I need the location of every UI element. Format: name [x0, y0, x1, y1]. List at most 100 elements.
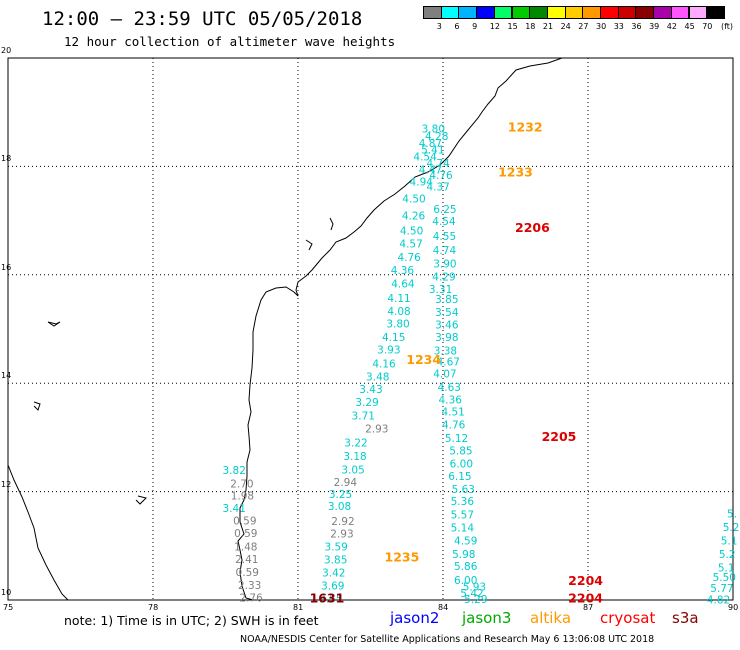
wave-height-label: 5.85: [449, 445, 472, 457]
wave-height-label: 3.80: [422, 123, 445, 135]
wave-height-label: 4.64: [391, 278, 415, 290]
wave-height-label: 4.26: [402, 211, 426, 223]
satellite-name: jason3: [462, 609, 512, 627]
wave-height-label: 2.92: [331, 516, 354, 528]
wave-height-label: 3.05: [341, 464, 364, 476]
wave-height-label: 3.80: [386, 319, 409, 331]
lat-tick-label: 10: [1, 588, 12, 597]
wave-height-label: 3.31: [429, 284, 452, 296]
wave-height-label: 6.15: [448, 471, 471, 483]
map-subtitle: 12 hour collection of altimeter wave hei…: [64, 34, 396, 49]
wave-height-label: 4.15: [382, 332, 405, 344]
wave-height-label: 5.2: [719, 549, 736, 561]
note-text: note: 1) Time is in UTC; 2) SWH is in fe…: [64, 613, 319, 628]
legend-label: 39: [649, 22, 660, 31]
legend-label: 6: [454, 22, 460, 31]
pass-time-label: 2204: [568, 573, 603, 588]
wave-height-label: 3.08: [328, 501, 351, 513]
wave-height-label: 5.41: [421, 145, 444, 157]
coastline-island-small-2: [305, 239, 313, 251]
map-title: 12:00 – 23:59 UTC 05/05/2018: [42, 8, 363, 30]
wave-height-label: 5.98: [452, 549, 475, 561]
lat-tick-label: 14: [1, 371, 12, 381]
wave-height-label: 3.42: [322, 567, 345, 579]
legend-label: 27: [578, 22, 589, 31]
wave-height-label: 1.98: [231, 490, 254, 502]
coastline-islet-a: [47, 321, 61, 327]
wave-height-label: 0.59: [233, 515, 256, 527]
wave-height-label: 3.71: [352, 411, 375, 423]
pass-time-label: 2204: [568, 590, 603, 605]
coastline-india-east: [237, 57, 563, 601]
wave-height-label: 4.67: [437, 357, 460, 369]
coastline-lanka-west: [7, 464, 69, 601]
wave-height-label: 4.36: [439, 394, 463, 406]
pass-time-label: 1235: [385, 550, 420, 565]
wave-height-label: 3.38: [434, 346, 457, 358]
wave-height-label: 4.29: [432, 271, 455, 283]
satellite-name: cryosat: [600, 609, 656, 627]
lon-tick-label: 75: [3, 603, 14, 612]
wave-height-label: 3.82: [223, 465, 246, 477]
legend-label: 3: [436, 22, 442, 31]
lat-tick-label: 16: [1, 262, 12, 272]
legend-unit: (ft): [721, 22, 734, 31]
wave-height-label: 4.37: [426, 181, 449, 193]
wave-height-label: 4.07: [433, 368, 456, 380]
wave-height-label: 2.70: [230, 478, 253, 490]
legend-label: 24: [560, 22, 571, 31]
wave-height-label: 2.76: [239, 592, 263, 604]
wave-height-label: 2.93: [365, 424, 388, 436]
wave-height-label: 5.12: [445, 433, 468, 445]
lon-tick-label: 78: [148, 603, 159, 612]
wave-height-label: 2.93: [330, 528, 353, 540]
pass-time-label: 2205: [542, 429, 577, 444]
wave-height-tracks: 3.804.284.875.414.544.744.474.764.944.37…: [223, 123, 740, 606]
wave-height-label: 5.93: [463, 581, 486, 593]
wave-height-label: 3.69: [321, 580, 344, 592]
lat-tick-label: 12: [1, 479, 12, 489]
wave-height-label: 5.29: [464, 594, 487, 606]
lat-tick-label: 18: [1, 154, 12, 164]
coastline-islet-b: [33, 401, 41, 411]
pass-time-label: 1631: [310, 590, 345, 605]
wave-height-label: 3.41: [223, 503, 246, 515]
wave-height-label: 4.55: [433, 231, 456, 243]
wave-height-label: 2.94: [334, 477, 358, 489]
wave-height-label: 1.48: [234, 541, 257, 553]
wave-height-label: 3.48: [366, 372, 389, 384]
wave-height-label: 3.25: [329, 489, 352, 501]
wave-height-label: 4.50: [400, 225, 423, 237]
wave-height-label: 3.29: [355, 397, 378, 409]
wave-height-label: 5.42: [460, 588, 483, 600]
wave-height-label: 3.18: [343, 451, 366, 463]
lon-tick-label: 90: [728, 603, 739, 612]
legend-label: 21: [542, 22, 554, 31]
wave-height-label: 0.59: [234, 528, 257, 540]
legend-label: 70: [702, 22, 713, 31]
legend-label: 30: [596, 22, 607, 31]
wave-height-label: 4.63: [438, 382, 461, 394]
coastline-islet-c: [135, 495, 147, 505]
wave-height-label: 3.54: [435, 307, 459, 319]
wave-height-label: 0.59: [236, 567, 259, 579]
legend-swatch: [706, 6, 725, 19]
wave-height-label: 3.43: [359, 384, 382, 396]
wave-height-label: 3.59: [324, 541, 347, 553]
wave-height-label: 5.2: [723, 522, 740, 534]
wave-height-label: 4.76: [397, 252, 421, 264]
satellite-name: altika: [530, 609, 572, 627]
wave-height-label: 4.36: [391, 265, 415, 277]
wave-height-label: 6.25: [433, 204, 456, 216]
wave-height-label: 5.1: [721, 535, 738, 547]
wave-height-label: 4.94: [410, 177, 434, 189]
wave-height-label: 3.85: [324, 554, 347, 566]
wave-height-label: 4.82: [707, 594, 730, 606]
wave-height-label: 4.59: [454, 535, 477, 547]
legend-label: 12: [489, 22, 500, 31]
wave-height-label: 5.1: [718, 562, 735, 574]
wave-height-label: 3.90: [433, 258, 456, 270]
legend-label: 36: [631, 22, 642, 31]
